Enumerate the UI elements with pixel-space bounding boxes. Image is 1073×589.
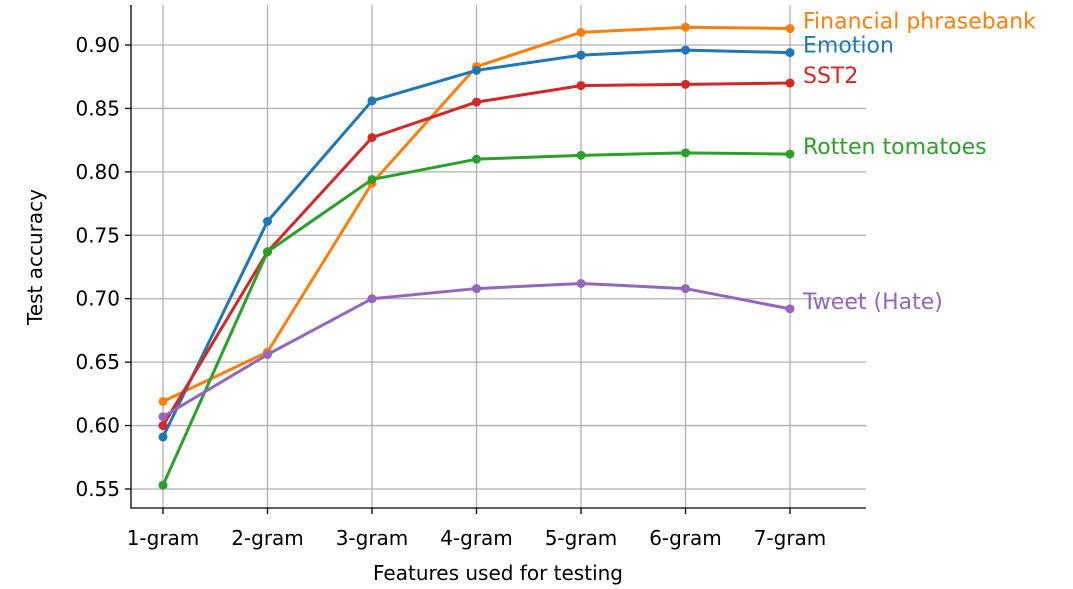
data-point (785, 149, 795, 159)
series-financial-phrasebank: Financial phrasebank (158, 10, 1036, 406)
data-point (472, 65, 481, 75)
data-point (681, 284, 690, 294)
x-tick-label: 2-gram (231, 526, 304, 550)
data-point (472, 284, 481, 294)
series-rotten-tomatoes: Rotten tomatoes (158, 135, 987, 490)
x-tick-label: 6-gram (649, 526, 722, 550)
series-label: Rotten tomatoes (803, 135, 987, 160)
data-point (681, 79, 690, 89)
data-point (158, 421, 168, 431)
series-label: Emotion (803, 34, 894, 59)
x-tick-label: 7-gram (754, 526, 827, 550)
series-label: Tweet (Hate) (802, 290, 943, 315)
data-point (367, 174, 377, 184)
data-point (785, 78, 795, 88)
x-tick-label: 4-gram (440, 526, 513, 550)
data-point (681, 45, 690, 55)
data-point (158, 432, 168, 442)
x-axis-label: Features used for testing (373, 561, 623, 585)
gridlines (131, 5, 866, 508)
data-point (158, 396, 168, 406)
y-axis-label: Test accuracy (23, 189, 47, 326)
series-label: SST2 (803, 64, 858, 89)
x-tick-label: 5-gram (545, 526, 618, 550)
series-sst2: SST2 (158, 64, 858, 431)
x-tick-label: 3-gram (336, 526, 409, 550)
data-point (367, 96, 377, 106)
y-tick-label: 0.75 (75, 223, 120, 247)
data-point (785, 304, 795, 314)
data-point (785, 24, 795, 34)
data-point (263, 216, 272, 226)
data-point (681, 148, 690, 158)
series-emotion: Emotion (158, 34, 894, 442)
data-point (576, 150, 586, 160)
y-tick-label: 0.65 (75, 350, 120, 374)
x-tick-label: 1-gram (127, 526, 200, 550)
data-point (263, 350, 272, 360)
data-point (263, 247, 272, 257)
data-point (472, 154, 481, 164)
data-point (367, 294, 377, 304)
data-point (785, 48, 795, 58)
y-tick-label: 0.80 (75, 160, 120, 184)
series-tweet-hate: Tweet (Hate) (158, 278, 943, 422)
y-tick-label: 0.55 (75, 477, 120, 501)
data-point (472, 97, 481, 107)
data-point (367, 133, 377, 143)
data-point (576, 278, 586, 288)
series-label: Financial phrasebank (803, 10, 1036, 35)
y-tick-label: 0.90 (75, 33, 120, 57)
data-point (681, 22, 690, 32)
data-point (158, 480, 168, 490)
y-tick-label: 0.85 (75, 96, 120, 120)
data-point (158, 412, 168, 422)
data-point (576, 27, 586, 37)
y-tick-label: 0.60 (75, 414, 120, 438)
data-point (576, 81, 586, 91)
axes: 1-gram 2-gram 3-gram 4-gram 5-gram 6-gram 7-gr… (75, 5, 866, 550)
data-point (576, 50, 586, 60)
axis-spines (130, 5, 866, 509)
y-tick-label: 0.70 (75, 287, 120, 311)
